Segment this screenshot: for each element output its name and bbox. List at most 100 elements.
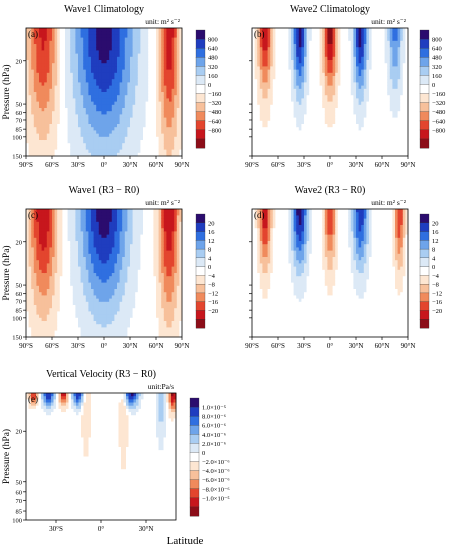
- contour-cell: [270, 101, 274, 106]
- contour-cell: [291, 40, 294, 45]
- contour-cell: [267, 28, 271, 32]
- contour-cell: [111, 127, 115, 131]
- contour-cell: [106, 63, 110, 67]
- contour-cell: [345, 98, 349, 102]
- contour-cell: [361, 143, 365, 147]
- contour-cell: [267, 111, 271, 115]
- contour-cell: [85, 120, 89, 125]
- contour-cell: [145, 50, 149, 54]
- contour-cell: [57, 124, 61, 128]
- contour-cell: [119, 63, 123, 67]
- contour-cell: [296, 76, 300, 80]
- contour-cell: [166, 95, 170, 99]
- contour-cell: [93, 146, 97, 150]
- contour-cell: [46, 31, 50, 35]
- contour-cell: [106, 114, 110, 118]
- contour-cell: [124, 69, 128, 74]
- contour-cell: [314, 82, 318, 86]
- contour-cell: [163, 98, 167, 102]
- contour-cell: [140, 143, 144, 147]
- contour-cell: [75, 53, 79, 58]
- contour-cell: [83, 31, 87, 35]
- contour-cell: [283, 108, 287, 112]
- contour-cell: [111, 34, 115, 38]
- contour-cell: [379, 111, 383, 115]
- contour-cell: [156, 127, 159, 131]
- contour-cell: [382, 60, 385, 64]
- contour-cell: [96, 63, 100, 67]
- contour-cell: [28, 305, 32, 309]
- contour-cell: [46, 76, 50, 80]
- contour-cell: [26, 53, 29, 58]
- contour-cell: [83, 117, 87, 122]
- contour-cell: [88, 133, 92, 138]
- contour-cell: [358, 47, 362, 51]
- contour-cell: [135, 143, 139, 147]
- x-tick-label: 0°: [101, 161, 108, 169]
- contour-cell: [384, 31, 388, 35]
- contour-cell: [52, 136, 55, 141]
- contour-cell: [296, 136, 300, 141]
- contour-cell: [348, 82, 352, 86]
- contour-cell: [332, 40, 336, 45]
- contour-cell: [101, 50, 105, 54]
- contour-cell: [93, 82, 97, 86]
- contour-cell: [327, 143, 331, 147]
- contour-cell: [272, 133, 276, 138]
- contour-cell: [298, 44, 302, 48]
- contour-cell: [275, 76, 279, 80]
- contour-cell: [65, 152, 68, 157]
- contour-cell: [91, 95, 94, 99]
- contour-cell: [301, 63, 305, 67]
- contour-cell: [59, 79, 63, 83]
- contour-cell: [44, 53, 48, 58]
- contour-cell: [132, 85, 136, 90]
- contour-cell: [293, 60, 297, 64]
- contour-cell: [83, 149, 87, 154]
- contour-cell: [369, 127, 372, 131]
- contour-cell: [140, 114, 144, 118]
- contour-cell: [148, 149, 152, 154]
- contour-cell: [49, 127, 53, 131]
- contour-cell: [400, 28, 404, 32]
- contour-cell: [350, 127, 354, 131]
- contour-cell: [254, 63, 258, 67]
- contour-cell: [70, 114, 74, 118]
- contour-cell: [153, 149, 157, 154]
- contour-cell: [137, 143, 141, 147]
- contour-cell: [140, 50, 144, 54]
- contour-cell: [400, 136, 404, 141]
- contour-cell: [296, 143, 300, 147]
- contour-cell: [119, 124, 123, 128]
- contour-cell: [397, 117, 401, 122]
- contour-cell: [324, 149, 328, 154]
- contour-cell: [395, 31, 398, 35]
- contour-cell: [161, 117, 165, 122]
- contour-cell: [395, 34, 398, 38]
- contour-cell: [140, 40, 144, 45]
- contour-cell: [145, 76, 149, 80]
- contour-cell: [340, 124, 344, 128]
- contour-cell: [298, 63, 302, 67]
- contour-cell: [111, 47, 115, 51]
- contour-cell: [80, 28, 84, 32]
- contour-cell: [36, 95, 40, 99]
- contour-cell: [369, 124, 372, 128]
- contour-cell: [353, 149, 357, 154]
- y-tick-label: 150: [12, 154, 22, 161]
- contour-cell: [314, 88, 318, 93]
- contour-cell: [330, 85, 333, 90]
- contour-cell: [397, 130, 401, 134]
- contour-cell: [301, 104, 305, 109]
- contour-cell: [252, 140, 255, 144]
- contour-cell: [153, 120, 157, 125]
- contour-cell: [270, 31, 274, 35]
- contour-cell: [314, 111, 318, 115]
- contour-cell: [70, 140, 74, 144]
- contour-cell: [31, 127, 35, 131]
- contour-cell: [163, 133, 167, 138]
- contour-cell: [104, 76, 107, 80]
- contour-cell: [88, 101, 92, 106]
- contour-cell: [28, 253, 32, 258]
- contour-cell: [384, 88, 388, 93]
